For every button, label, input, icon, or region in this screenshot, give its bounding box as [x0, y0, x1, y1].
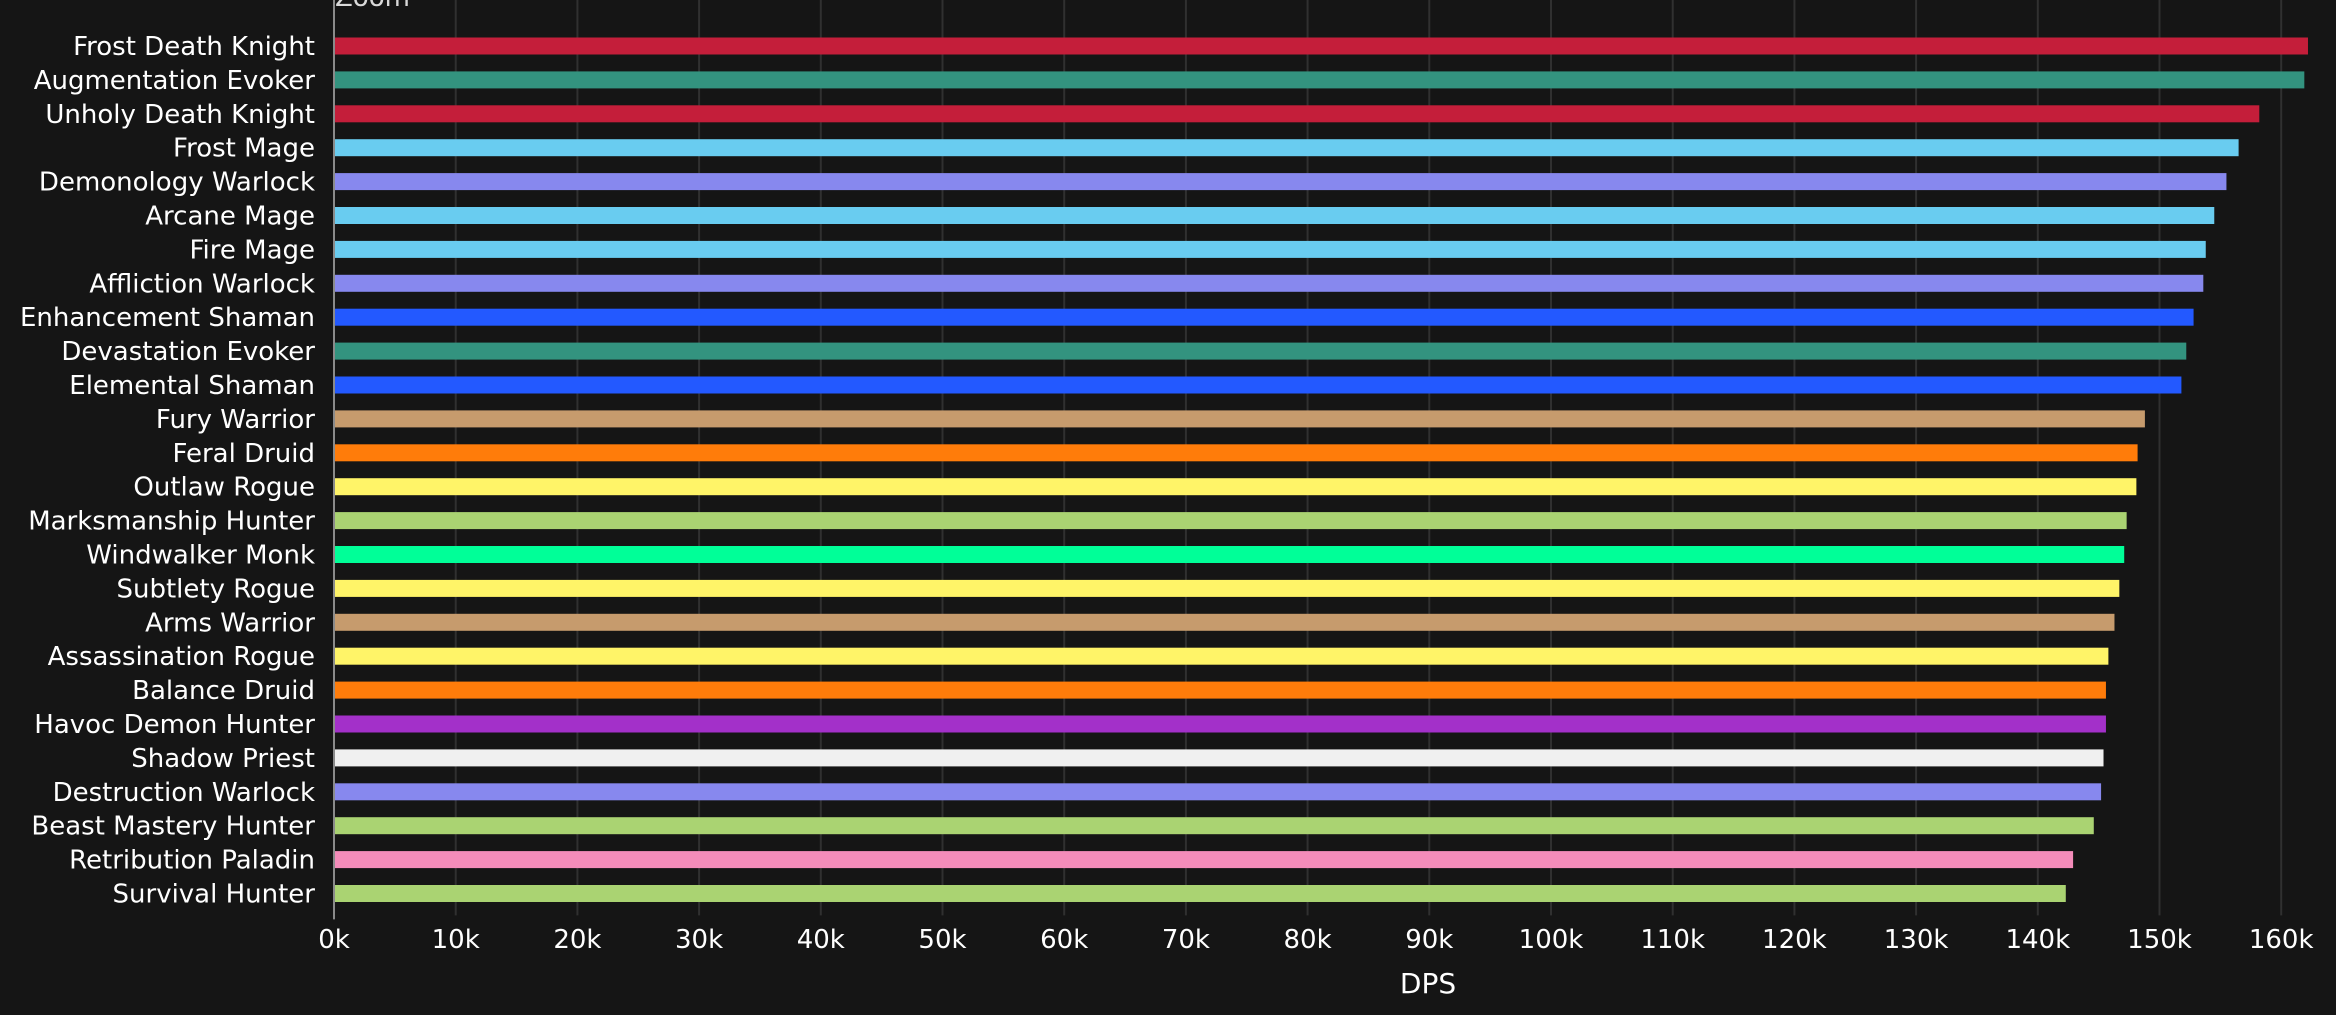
bar [334, 139, 2239, 157]
category-label: Windwalker Monk [86, 541, 315, 571]
bar [334, 274, 2204, 292]
category-label: Beast Mastery Hunter [31, 812, 315, 842]
bar [334, 410, 2145, 428]
bar [334, 579, 2120, 597]
x-tick-label: 60k [1040, 925, 1088, 955]
bar [334, 715, 2106, 733]
category-label: Augmentation Evoker [34, 66, 316, 96]
bar [334, 478, 2137, 496]
category-label: Survival Hunter [113, 880, 316, 910]
zoom-button[interactable]: Zoom [335, 0, 410, 13]
bar [334, 512, 2127, 530]
category-label: Demonology Warlock [39, 168, 315, 198]
category-label: Affliction Warlock [89, 269, 315, 299]
category-label: Balance Druid [132, 676, 315, 706]
x-tick-label: 80k [1284, 925, 1332, 955]
bar [334, 444, 2138, 462]
x-tick-label: 30k [675, 925, 723, 955]
x-tick-label: 110k [1640, 925, 1705, 955]
x-tick-label: 140k [2005, 925, 2070, 955]
bar [334, 783, 2102, 801]
category-label: Fury Warrior [156, 405, 315, 435]
x-tick-label: 70k [1162, 925, 1210, 955]
category-label: Devastation Evoker [61, 337, 315, 367]
bar [334, 851, 2074, 869]
bar [334, 308, 2194, 326]
category-label: Arcane Mage [145, 202, 315, 232]
category-labels: Frost Death Knight Augmentation Evoker Unh… [20, 32, 315, 910]
x-tick-label: 100k [1519, 925, 1584, 955]
x-tick-label: 160k [2249, 925, 2314, 955]
bar [334, 817, 2094, 835]
bar [334, 647, 2109, 665]
bar [334, 376, 2182, 394]
x-tick-labels: 0k 10k 20k 30k 40k 50k 60k 70k 80k 90k 100k 110k 120… [318, 925, 2313, 955]
x-tick-label: 40k [797, 925, 845, 955]
bar [334, 546, 2125, 563]
category-label: Destruction Warlock [53, 778, 315, 808]
category-label: Outlaw Rogue [133, 473, 315, 503]
category-label: Arms Warrior [145, 608, 315, 638]
category-label: Feral Druid [172, 439, 315, 469]
bar [334, 71, 2305, 89]
category-label: Unholy Death Knight [45, 100, 315, 130]
category-label: Elemental Shaman [69, 371, 315, 401]
x-tick-label: 120k [1762, 925, 1827, 955]
x-tick-label: 0k [318, 925, 350, 955]
x-axis-title: DPS [1400, 967, 1456, 1000]
bar [334, 207, 2215, 224]
category-label: Shadow Priest [131, 744, 315, 774]
category-label: Fire Mage [189, 235, 315, 265]
x-tick-label: 130k [1884, 925, 1949, 955]
category-label: Frost Death Knight [73, 32, 315, 62]
bar [334, 613, 2115, 631]
category-label: Assassination Rogue [48, 642, 315, 672]
bars [334, 37, 2308, 902]
x-tick-label: 50k [918, 925, 966, 955]
bar [334, 37, 2308, 55]
category-label: Havoc Demon Hunter [34, 710, 315, 740]
x-tick-label: 150k [2127, 925, 2192, 955]
category-label: Retribution Paladin [69, 846, 315, 876]
bar [334, 240, 2206, 258]
bar [334, 749, 2104, 767]
bar [334, 681, 2106, 699]
x-tick-label: 10k [432, 925, 480, 955]
x-tick-label: 90k [1405, 925, 1453, 955]
category-label: Marksmanship Hunter [28, 507, 315, 537]
bar [334, 885, 2066, 902]
x-tick-label: 20k [553, 925, 601, 955]
category-label: Subtlety Rogue [116, 574, 315, 604]
bar [334, 105, 2260, 123]
category-label: Frost Mage [173, 134, 315, 164]
category-label: Enhancement Shaman [20, 303, 315, 333]
bar [334, 342, 2187, 360]
bar [334, 173, 2227, 191]
